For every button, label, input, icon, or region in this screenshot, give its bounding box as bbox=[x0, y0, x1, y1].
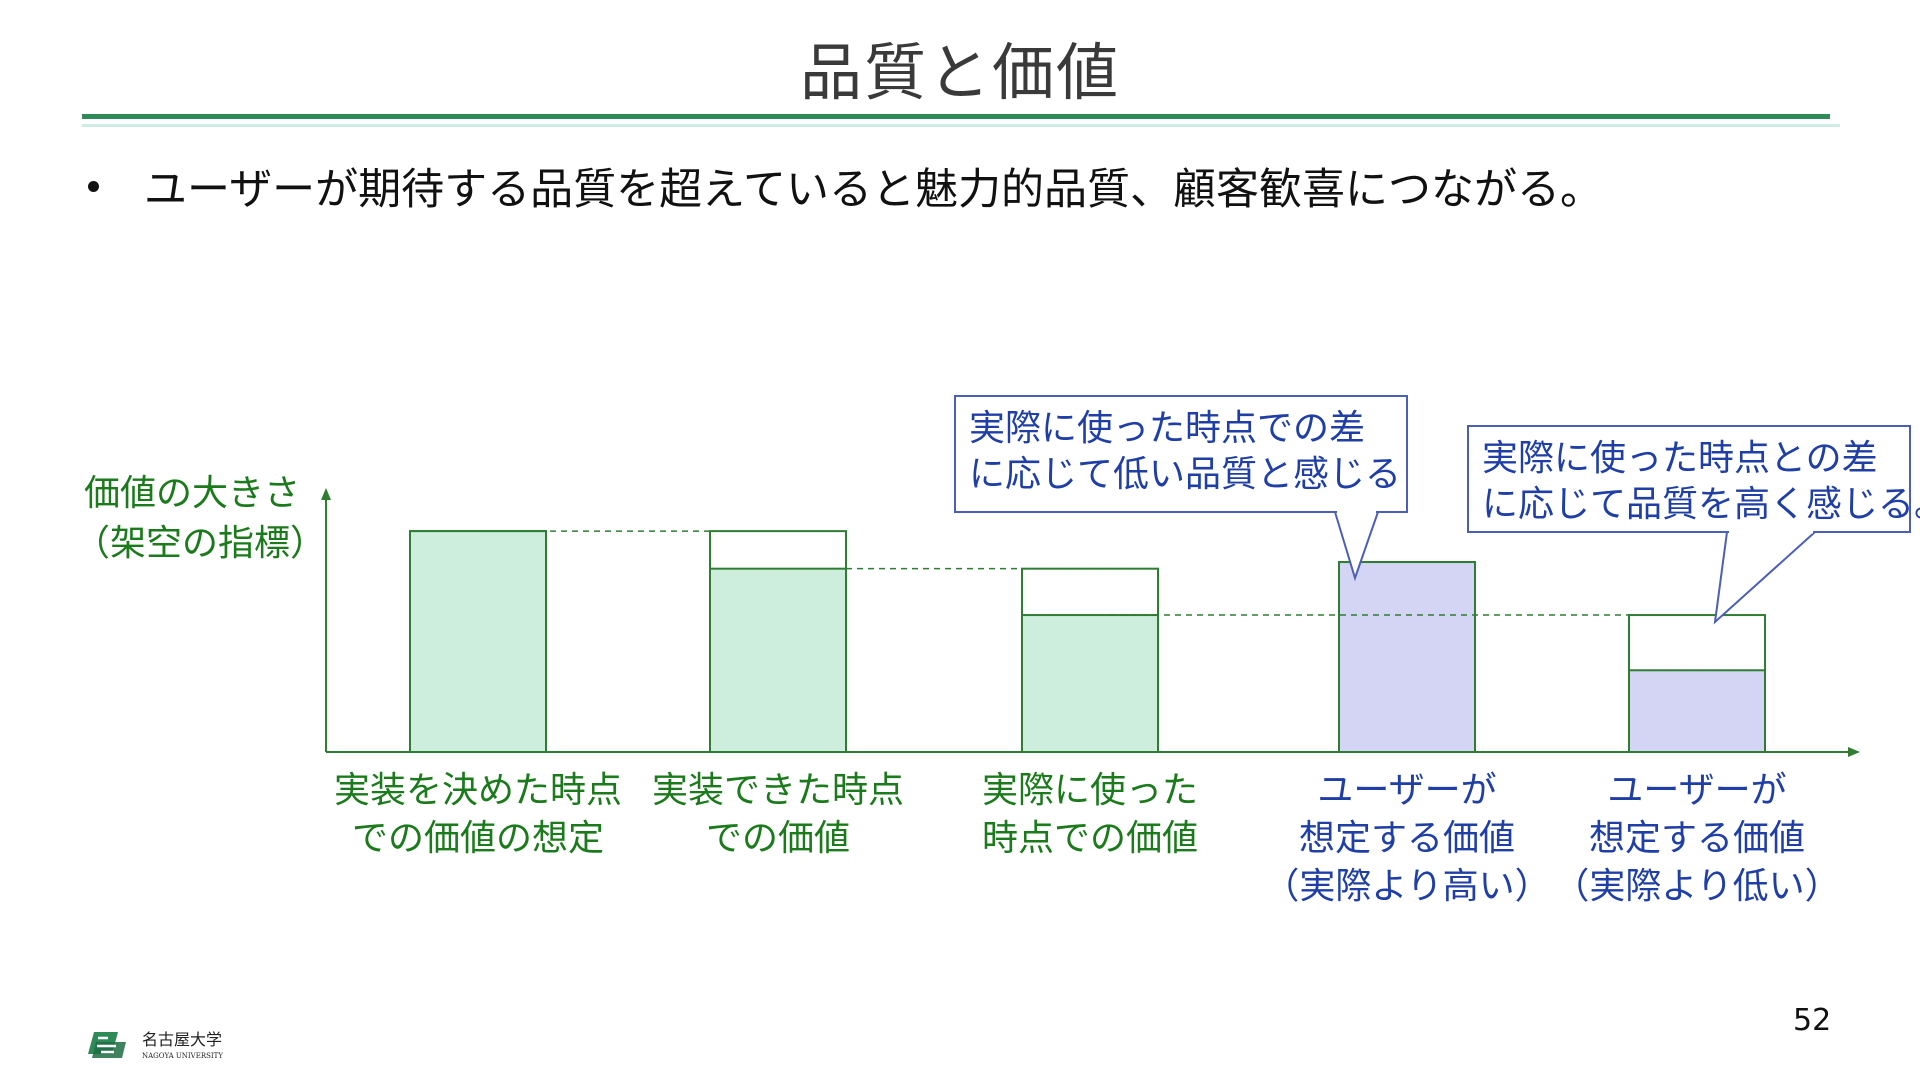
bar bbox=[409, 530, 547, 753]
logo-emblem-icon bbox=[88, 1032, 126, 1058]
category-label: での価値 bbox=[706, 818, 850, 859]
bar bbox=[1628, 669, 1766, 753]
callout-box bbox=[954, 395, 1408, 513]
category-label: 想定する価値 bbox=[1299, 818, 1515, 859]
y-axis-label: 価値の大きさ bbox=[84, 473, 300, 514]
callout-pointer bbox=[1713, 531, 1818, 625]
page-number: 52 bbox=[1793, 1003, 1832, 1038]
category-label: 時点での価値 bbox=[982, 818, 1198, 859]
bar bbox=[1338, 561, 1476, 754]
callout-text: 実際に使った時点での差 bbox=[969, 408, 1365, 449]
category-label: ユーザーが bbox=[1317, 770, 1496, 811]
category-label: 実際に使った bbox=[982, 770, 1198, 811]
y-axis-label: （架空の指標） bbox=[74, 523, 326, 564]
bar bbox=[709, 567, 847, 754]
slide-title: 品質と価値 bbox=[799, 36, 1120, 109]
category-label: ユーザーが bbox=[1607, 770, 1786, 811]
category-label: （実際より高い） bbox=[1263, 866, 1550, 907]
bullet-point: ユーザーが期待する品質を超えていると魅力的品質、顧客歓喜につながる。 bbox=[88, 155, 1603, 217]
callout-box bbox=[1467, 425, 1911, 533]
category-label: 実装できた時点 bbox=[652, 770, 904, 811]
bar bbox=[1021, 614, 1159, 753]
category-label: での価値の想定 bbox=[352, 818, 604, 859]
title-underline bbox=[82, 114, 1830, 119]
category-label: 想定する価値 bbox=[1589, 818, 1805, 859]
title-underline-light bbox=[82, 124, 1840, 127]
logo-subtext: NAGOYA UNIVERSITY bbox=[142, 1052, 223, 1060]
callout-text: 実際に使った時点との差 bbox=[1482, 438, 1878, 479]
logo-text: 名古屋大学 bbox=[142, 1030, 222, 1049]
bullet-text: ユーザーが期待する品質を超えていると魅力的品質、顧客歓喜につながる。 bbox=[144, 165, 1603, 215]
category-label: （実際より低い） bbox=[1553, 866, 1840, 907]
callout-text: に応じて低い品質と感じる bbox=[969, 454, 1401, 495]
category-label: 実装を決めた時点 bbox=[334, 770, 622, 811]
university-logo: 名古屋大学 NAGOYA UNIVERSITY bbox=[88, 1030, 223, 1060]
callout-text: に応じて品質を高く感じる。 bbox=[1482, 484, 1920, 525]
bullet-dot-icon bbox=[88, 180, 99, 192]
